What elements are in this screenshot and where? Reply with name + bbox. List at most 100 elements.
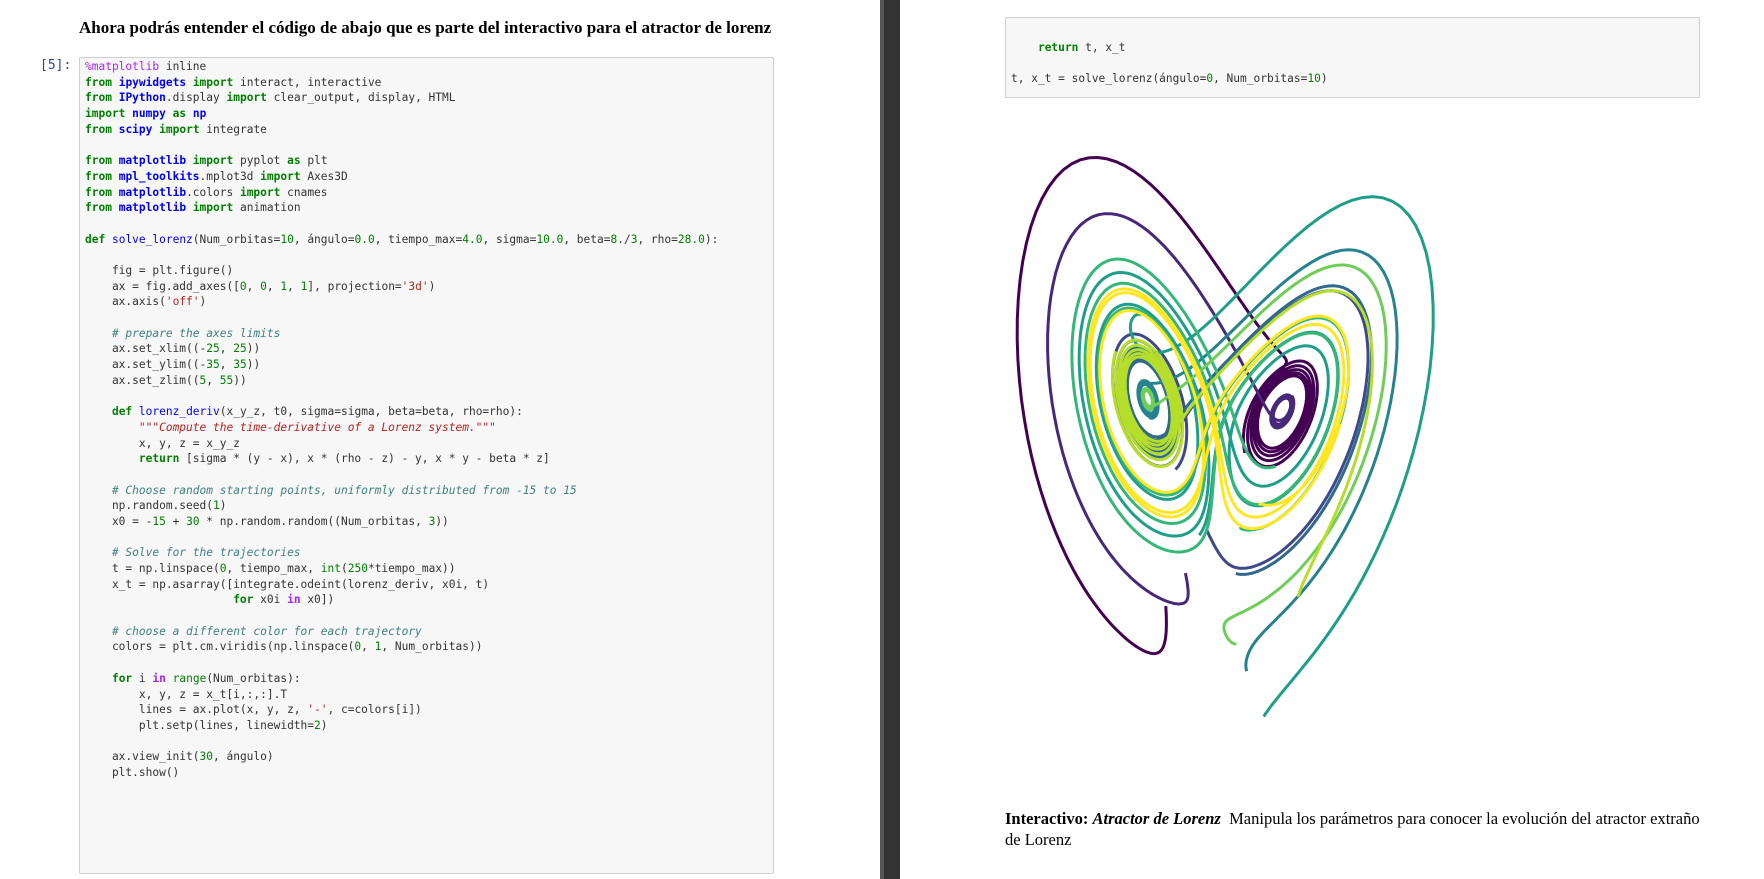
- code-token: 1: [280, 279, 288, 293]
- code-line: from matplotlib.colors import cnames: [85, 185, 328, 199]
- blank-line: [85, 655, 768, 671]
- code-token: 0: [239, 279, 247, 293]
- code-token: from: [85, 91, 112, 105]
- code-token: as: [287, 154, 301, 168]
- code-line: x0 = -15 + 30 * np.random.random((Num_or…: [85, 514, 449, 528]
- trajectory: [1140, 263, 1388, 646]
- code-token: 10.0: [536, 232, 564, 246]
- code-line: ax.view_init(30, ángulo): [85, 750, 274, 764]
- code-token: 1: [374, 640, 382, 654]
- code-token: solve_lorenz: [111, 232, 193, 246]
- code-token: import: [85, 107, 126, 121]
- code-token: from: [85, 122, 112, 136]
- code-line: """Compute the time-derivative of a Lore…: [85, 420, 768, 436]
- code-token: range: [172, 671, 207, 685]
- code-line: # choose a different color for each traj…: [85, 624, 768, 640]
- code-token: def: [85, 232, 106, 246]
- blank-line: [85, 137, 768, 153]
- code-token: 10: [1307, 72, 1321, 86]
- code-token: 0.0: [354, 232, 375, 246]
- code-line: plt.show(): [85, 765, 180, 779]
- code-line: return [sigma * (y - x), x * (rho - z) -…: [138, 452, 550, 466]
- code-line: ax.set_ylim((-35, 35)): [85, 358, 261, 372]
- code-token: int: [320, 562, 341, 575]
- code-token: import: [192, 154, 234, 168]
- code-token: 0: [354, 640, 362, 654]
- code-token: 1: [300, 279, 308, 293]
- code-token: mpl_toolkits: [118, 169, 200, 183]
- code-token: 30: [199, 750, 213, 764]
- code-line: lines = ax.plot(x, y, z, '-', c=colors[i…: [85, 703, 422, 717]
- code-token: IPython: [118, 91, 166, 105]
- code-token: 5: [199, 373, 207, 387]
- trajectory: [1086, 287, 1351, 531]
- code-line: def solve_lorenz(Num_orbitas=10, ángulo=…: [85, 232, 719, 246]
- code-cell: return t, x_t t, x_t = solve_lorenz(ángul…: [1005, 17, 1700, 98]
- code-token: as: [172, 107, 187, 121]
- blank-line: [85, 608, 768, 624]
- code-token: %matplotlib: [85, 60, 160, 73]
- divider: [880, 0, 900, 879]
- code-token: 8: [610, 232, 618, 246]
- code-line: from matplotlib import animation: [85, 201, 301, 215]
- code-token: in: [287, 593, 301, 607]
- code-line: import numpy as np: [85, 106, 768, 122]
- code-line: for x0i in x0]): [233, 593, 335, 607]
- code-line: from IPython.display import clear_output…: [85, 91, 456, 105]
- code-line: # prepare the axes limits: [85, 326, 768, 342]
- code-token: '3d': [401, 279, 429, 293]
- code-token: def: [111, 405, 133, 419]
- code-token: 55: [219, 373, 234, 387]
- code-token: import: [159, 122, 200, 136]
- code-line: return t, x_t: [1037, 41, 1126, 54]
- code-token: ipywidgets: [118, 75, 187, 89]
- code-token: 3: [630, 232, 638, 246]
- code-line: x, y, z = x_t[i,:,:].T: [85, 687, 288, 701]
- code-line: from matplotlib import pyplot as plt: [85, 154, 328, 168]
- code-token: lorenz_deriv: [138, 405, 220, 419]
- blank-line: [85, 734, 768, 750]
- code-line: colors = plt.cm.viridis(np.linspace(0, 1…: [85, 640, 483, 654]
- code-line: ax = fig.add_axes([0, 0, 1, 1], projecti…: [85, 279, 436, 293]
- code-line: x_t = np.asarray([integrate.odeint(loren…: [85, 577, 490, 591]
- code-token: 1: [212, 499, 220, 513]
- code-token: 0: [260, 279, 267, 293]
- code-token: scipy: [118, 122, 153, 136]
- code-token: 30: [186, 514, 200, 528]
- code-line: np.random.seed(1): [85, 499, 227, 513]
- code-token: in: [152, 671, 166, 685]
- code-token: from: [85, 154, 112, 168]
- caption-label: Interactivo:: [1005, 809, 1089, 828]
- code-line: t = np.linspace(0, tiempo_max, int(250*t…: [85, 562, 456, 575]
- code-line: x, y, z = x_y_z: [85, 436, 240, 450]
- code-token: import: [192, 201, 234, 215]
- code-token: matplotlib: [118, 154, 187, 168]
- code-line: t, x_t = solve_lorenz(ángulo=0, Num_orbi…: [1011, 72, 1328, 86]
- code-line: from mpl_toolkits.mplot3d import Axes3D: [85, 169, 348, 183]
- blank-line: [85, 247, 768, 263]
- code-line: for i in range(Num_orbitas):: [111, 671, 301, 685]
- code-token: 0: [219, 562, 227, 575]
- code-line: from scipy import integrate: [85, 122, 267, 136]
- blank-line: [85, 530, 768, 546]
- trajectory: [1136, 248, 1399, 672]
- code-token: 25: [233, 342, 247, 356]
- code-token: # choose a different color for each traj…: [111, 624, 422, 638]
- code-token: 35: [206, 358, 220, 372]
- code-token: 25: [206, 342, 220, 356]
- code-cell: %matplotlib inline from ipywidgets import…: [79, 57, 774, 874]
- code-line: ax.set_zlim((5, 55)): [85, 373, 247, 387]
- code-line: ax.axis('off'): [85, 295, 207, 309]
- code-line: ax.set_xlim((-25, 25)): [85, 342, 261, 356]
- code-token: # Solve for the trajectories: [111, 546, 301, 560]
- code-token: numpy: [132, 107, 166, 121]
- code-token: from: [85, 75, 112, 89]
- code-token: return: [1037, 41, 1079, 54]
- code-token: matplotlib: [118, 201, 187, 215]
- code-token: for: [233, 593, 254, 607]
- code-line: # Choose random starting points, uniform…: [85, 483, 768, 499]
- left-panel: Ahora podrás entender el código de abajo…: [0, 0, 780, 879]
- code-token: import: [239, 185, 281, 199]
- code-token: from: [85, 201, 112, 215]
